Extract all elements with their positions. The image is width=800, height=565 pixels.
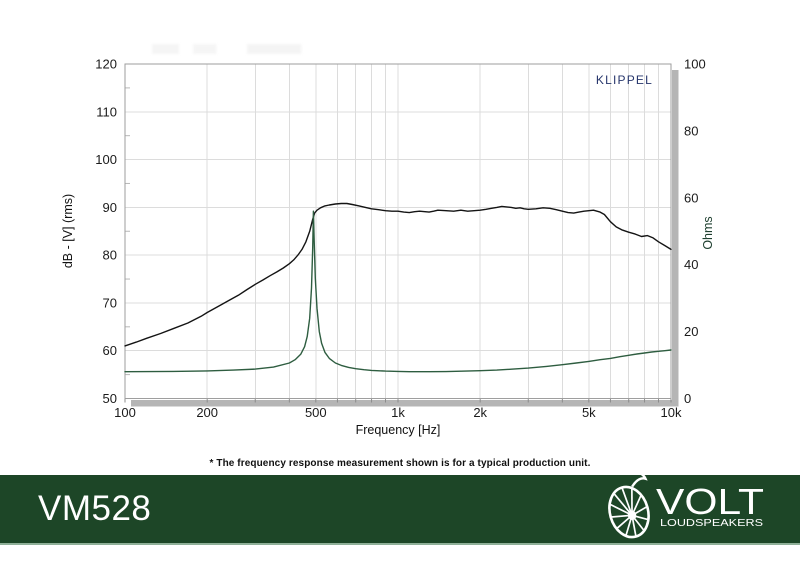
plot-drop-shadow bbox=[131, 70, 679, 407]
brand-name: VOLT bbox=[656, 481, 764, 522]
impedance-curve bbox=[124, 210, 672, 373]
y-left-tick-label: 110 bbox=[96, 104, 117, 119]
axis-ticks bbox=[124, 87, 672, 403]
volt-loudspeakers-logo: VOLT LOUDSPEAKERS bbox=[608, 474, 764, 539]
left-axis-title: dB - [V] (rms) bbox=[61, 194, 75, 268]
brand-subtitle: LOUDSPEAKERS bbox=[660, 517, 763, 529]
x-tick-label: 1k bbox=[391, 405, 405, 420]
x-tick-label: 10k bbox=[661, 405, 682, 420]
x-tick-label: 200 bbox=[196, 405, 218, 420]
right-axis-title: Ohms bbox=[701, 216, 715, 249]
x-tick-label: 100 bbox=[114, 405, 136, 420]
footnote-text: * The frequency response measurement sho… bbox=[209, 458, 591, 469]
x-tick-label: 5k bbox=[582, 405, 596, 420]
data-curves bbox=[124, 202, 672, 373]
y-right-tick-label: 100 bbox=[684, 57, 706, 72]
y-right-tick-label: 60 bbox=[684, 190, 698, 205]
y-right-tick-label: 0 bbox=[684, 391, 691, 406]
y-left-tick-label: 90 bbox=[103, 200, 117, 215]
model-number: VM528 bbox=[38, 489, 152, 528]
footer-bar: VM528 VOLT LOUDSPEAKERS bbox=[0, 474, 800, 545]
x-tick-label: 2k bbox=[473, 405, 487, 420]
x-axis-title: Frequency [Hz] bbox=[356, 423, 441, 437]
y-right-tick-label: 20 bbox=[684, 324, 698, 339]
frequency-response-curve bbox=[124, 202, 672, 347]
y-left-tick-label: 120 bbox=[95, 57, 117, 72]
y-left-tick-label: 70 bbox=[103, 295, 117, 310]
y-left-tick-label: 100 bbox=[95, 152, 117, 167]
y-right-tick-label: 40 bbox=[684, 257, 698, 272]
klippel-annotation: KLIPPEL bbox=[596, 73, 653, 87]
x-tick-label: 500 bbox=[305, 405, 327, 420]
measurement-chart: 120 110 100 90 80 70 60 50 100 80 60 40 20 0 100 200 500… bbox=[61, 44, 715, 438]
y-left-tick-label: 60 bbox=[103, 343, 117, 358]
gridlines bbox=[125, 63, 672, 399]
y-left-tick-label: 80 bbox=[103, 248, 117, 263]
speaker-cone-icon bbox=[608, 474, 650, 539]
plot-border bbox=[124, 63, 672, 399]
y-left-tick-label: 50 bbox=[103, 391, 117, 406]
faded-watermark bbox=[152, 44, 322, 54]
y-right-tick-label: 80 bbox=[684, 123, 698, 138]
